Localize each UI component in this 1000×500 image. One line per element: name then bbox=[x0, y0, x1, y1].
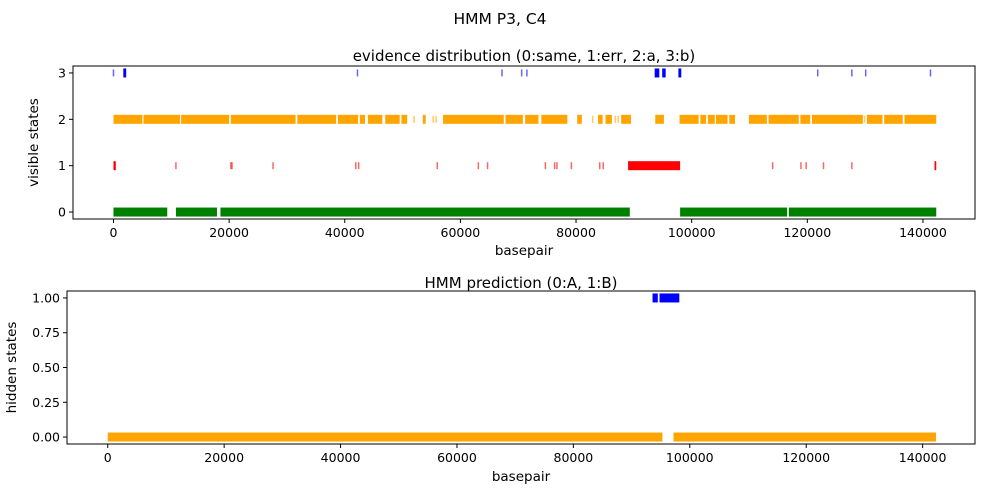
segment-state-0 bbox=[680, 207, 788, 217]
segment-state-2 bbox=[811, 114, 863, 124]
segment-state-2 bbox=[367, 114, 383, 124]
segment-state-2 bbox=[904, 114, 937, 124]
series-state-3 bbox=[112, 68, 932, 78]
x-tick-label: 100000 bbox=[666, 450, 714, 465]
segment-state-2 bbox=[700, 114, 707, 124]
x-axis-label: basepair bbox=[495, 243, 554, 259]
segment-state-1 bbox=[652, 293, 658, 303]
figure-title: HMM P3, C4 bbox=[453, 10, 546, 28]
x-tick-label: 0 bbox=[104, 450, 112, 465]
segment-state-2 bbox=[422, 114, 426, 124]
segment-state-2 bbox=[113, 114, 143, 124]
y-tick-label: 0.25 bbox=[32, 395, 60, 410]
segment-state-3 bbox=[662, 68, 666, 78]
y-tick-label: 0.50 bbox=[32, 360, 60, 375]
segment-state-2 bbox=[385, 114, 400, 124]
segment-state-2 bbox=[598, 114, 603, 124]
axes-title: HMM prediction (0:A, 1:B) bbox=[425, 274, 618, 292]
segment-state-3 bbox=[654, 68, 660, 78]
series-state-0 bbox=[107, 432, 937, 442]
segment-state-2 bbox=[143, 114, 180, 124]
segment-state-2 bbox=[768, 114, 799, 124]
x-tick-label: 140000 bbox=[899, 450, 947, 465]
x-tick-label: 60000 bbox=[441, 225, 481, 240]
y-tick-label: 0 bbox=[58, 205, 66, 220]
segment-state-1 bbox=[628, 161, 681, 171]
x-tick-label: 120000 bbox=[782, 450, 830, 465]
y-tick-label: 3 bbox=[58, 65, 66, 80]
x-tick-label: 40000 bbox=[325, 225, 365, 240]
segment-state-1 bbox=[934, 161, 937, 171]
segment-state-2 bbox=[577, 114, 582, 124]
segment-state-1 bbox=[659, 293, 680, 303]
segment-state-2 bbox=[884, 114, 903, 124]
axes-title: evidence distribution (0:same, 1:err, 2:… bbox=[353, 47, 696, 65]
series-state-2 bbox=[113, 114, 937, 124]
y-axis-label: visible states bbox=[26, 98, 42, 187]
x-axis-label: basepair bbox=[492, 469, 551, 485]
x-tick-label: 100000 bbox=[668, 225, 716, 240]
prediction-panel: 0 20000 40000 60000 80000 100000 120000 140000 0… bbox=[4, 274, 976, 485]
segment-state-2 bbox=[605, 114, 612, 124]
x-tick-label: 60000 bbox=[437, 450, 477, 465]
segment-state-0 bbox=[673, 432, 937, 442]
x-tick-label: 80000 bbox=[556, 225, 596, 240]
y-tick-label: 0.75 bbox=[32, 325, 60, 340]
segment-state-2 bbox=[679, 114, 699, 124]
x-tick-label: 20000 bbox=[204, 450, 244, 465]
segment-state-2 bbox=[505, 114, 523, 124]
segment-state-2 bbox=[800, 114, 811, 124]
series-state-1 bbox=[652, 293, 680, 303]
series-state-0 bbox=[113, 207, 937, 217]
axes-frame bbox=[72, 65, 976, 220]
segment-state-2 bbox=[230, 114, 296, 124]
series-state-1 bbox=[113, 161, 937, 171]
segment-state-0 bbox=[788, 207, 937, 217]
y-tick-label: 2 bbox=[58, 112, 66, 127]
segment-state-2 bbox=[359, 114, 365, 124]
segment-state-0 bbox=[107, 432, 663, 442]
y-tick-label: 1.00 bbox=[32, 290, 60, 305]
segment-state-2 bbox=[655, 114, 664, 124]
x-tick-label: 140000 bbox=[899, 225, 947, 240]
segment-state-2 bbox=[715, 114, 728, 124]
y-tick-label: 0.00 bbox=[32, 430, 60, 445]
segment-state-0 bbox=[175, 207, 217, 217]
x-tick-label: 0 bbox=[109, 225, 117, 240]
axes-frame bbox=[66, 290, 976, 445]
segment-state-0 bbox=[113, 207, 168, 217]
segment-state-2 bbox=[443, 114, 504, 124]
segment-state-2 bbox=[729, 114, 736, 124]
segment-state-3 bbox=[678, 68, 682, 78]
y-tick-label: 1 bbox=[58, 158, 66, 173]
x-tick-label: 120000 bbox=[783, 225, 831, 240]
x-tick-label: 20000 bbox=[209, 225, 249, 240]
x-tick-label: 80000 bbox=[554, 450, 594, 465]
segment-state-2 bbox=[707, 114, 715, 124]
segment-state-2 bbox=[748, 114, 767, 124]
segment-state-2 bbox=[401, 114, 408, 124]
y-axis-label: hidden states bbox=[4, 322, 20, 414]
evidence-panel: 0 20000 40000 60000 80000 100000 120000 140000 0… bbox=[26, 47, 976, 259]
segment-state-2 bbox=[181, 114, 230, 124]
segment-state-3 bbox=[123, 68, 127, 78]
segment-state-2 bbox=[866, 114, 883, 124]
segment-state-2 bbox=[297, 114, 337, 124]
segment-state-2 bbox=[541, 114, 568, 124]
x-tick-label: 40000 bbox=[321, 450, 361, 465]
segment-state-0 bbox=[220, 207, 630, 217]
segment-state-1 bbox=[113, 161, 116, 171]
segment-state-2 bbox=[621, 114, 631, 124]
